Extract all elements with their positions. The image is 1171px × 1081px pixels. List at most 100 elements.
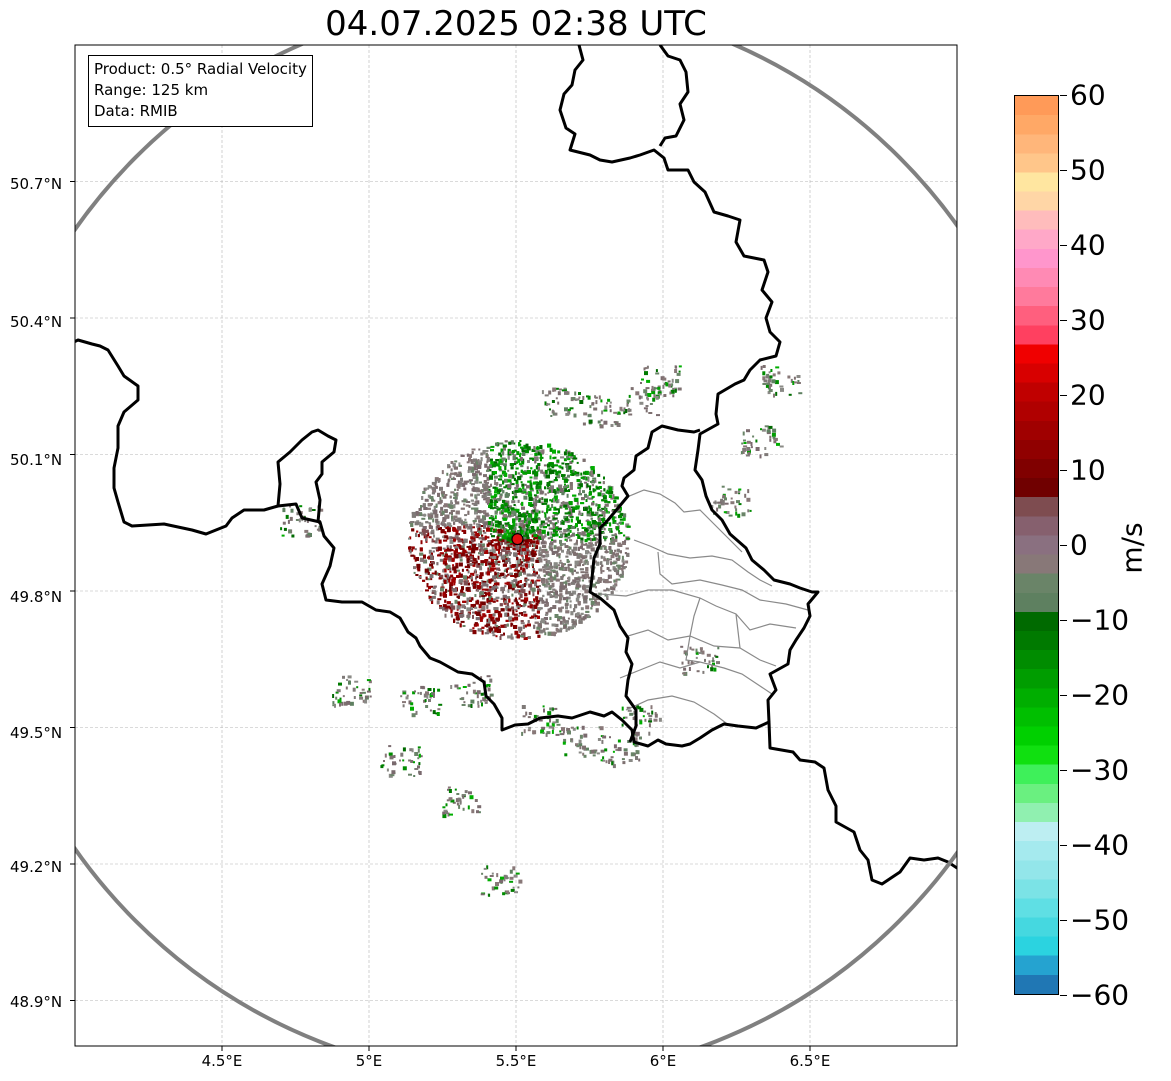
echo-gate <box>429 563 434 567</box>
echo-gate <box>494 482 499 485</box>
echo-gate <box>564 488 568 492</box>
echo-gate <box>504 554 509 557</box>
echo-gate <box>543 526 547 529</box>
echo-gate <box>524 483 527 486</box>
echo-gate <box>546 505 550 509</box>
echo-gate <box>493 580 497 583</box>
echo-gate <box>527 491 532 496</box>
echo-gate <box>521 448 524 452</box>
echo-gate <box>521 501 524 506</box>
echo-gate <box>450 500 453 505</box>
echo-gate <box>553 479 558 482</box>
echo-gate <box>511 586 515 591</box>
echo-gate <box>434 477 439 482</box>
echo-gate <box>517 472 520 475</box>
echo-gate <box>526 466 529 470</box>
echo-gate <box>490 540 494 544</box>
echo-gate <box>503 546 507 551</box>
echo-gate <box>542 523 545 528</box>
echo-gate <box>479 582 482 585</box>
echo-gate <box>561 474 566 477</box>
echo-gate <box>578 483 583 486</box>
echo-gate <box>582 575 587 580</box>
echo-gate <box>559 506 562 509</box>
echo-gate <box>584 539 588 543</box>
echo-gate <box>614 516 617 519</box>
echo-gate <box>452 478 456 480</box>
echo-gate <box>534 553 537 556</box>
echo-gate <box>498 498 501 501</box>
echo-gate <box>568 501 573 506</box>
echo-gate <box>590 471 595 475</box>
echo-gate <box>519 571 522 576</box>
echo-gate <box>442 547 446 550</box>
echo-gate <box>509 553 511 556</box>
echo-gate <box>488 568 492 573</box>
echo-gate <box>514 489 519 493</box>
echo-gate <box>587 476 590 479</box>
echo-gate <box>531 549 535 552</box>
echo-gate <box>459 547 464 550</box>
echo-gate <box>503 533 507 538</box>
echo-gate <box>483 480 487 483</box>
echo-gate <box>535 571 538 575</box>
echo-gate <box>483 498 488 501</box>
echo-gate <box>488 564 491 569</box>
echo-gate <box>500 454 503 458</box>
echo-gate <box>536 585 540 588</box>
echo-gate <box>583 556 588 559</box>
echo-gate <box>514 616 519 621</box>
echo-gate <box>472 466 475 471</box>
echo-gate <box>556 487 561 492</box>
echo-gate <box>577 546 580 551</box>
echo-gate <box>500 461 504 466</box>
echo-gate <box>549 616 552 620</box>
echo-gate <box>426 507 431 510</box>
echo-gate <box>557 564 560 567</box>
echo-gate <box>451 578 456 583</box>
echo-gate <box>451 549 454 552</box>
echo-gate <box>590 538 592 542</box>
echo-gate <box>469 466 473 471</box>
echo-gate <box>547 537 551 540</box>
echo-gate <box>457 480 460 485</box>
echo-gate <box>544 469 548 474</box>
echo-gate <box>493 461 498 466</box>
echo-gate <box>550 595 555 598</box>
echo-gate <box>473 468 478 471</box>
echo-gate <box>592 488 595 493</box>
echo-gate <box>552 449 556 454</box>
echo-gate <box>481 549 485 554</box>
echo-gate <box>547 520 552 523</box>
echo-gate <box>428 596 432 600</box>
echo-gate <box>500 597 505 600</box>
echo-gate <box>559 488 564 493</box>
echo-gate <box>502 444 507 448</box>
echo-gate <box>535 545 539 550</box>
echo-gate <box>581 548 585 551</box>
echo-gate <box>524 547 529 552</box>
echo-gate <box>410 521 415 523</box>
echo-gate <box>579 568 584 571</box>
echo-gate <box>526 573 531 577</box>
echo-gate <box>480 543 485 547</box>
echo-gate <box>469 628 473 632</box>
echo-gate <box>455 501 460 505</box>
echo-gate <box>427 485 431 489</box>
echo-gate <box>446 601 451 605</box>
echo-gate <box>491 563 496 567</box>
echo-gate <box>564 501 569 505</box>
echo-gate <box>473 533 477 538</box>
echo-gate <box>474 517 477 521</box>
echo-gate <box>523 613 528 617</box>
echo-gate <box>564 620 569 625</box>
echo-gate <box>518 512 521 514</box>
echo-gate <box>551 551 555 555</box>
echo-gate <box>452 463 456 468</box>
echo-gate <box>528 554 531 557</box>
echo-gate <box>466 614 471 618</box>
echo-gate <box>513 542 516 547</box>
echo-gate <box>494 628 499 633</box>
echo-gate <box>499 603 503 607</box>
echo-gate <box>453 552 457 557</box>
